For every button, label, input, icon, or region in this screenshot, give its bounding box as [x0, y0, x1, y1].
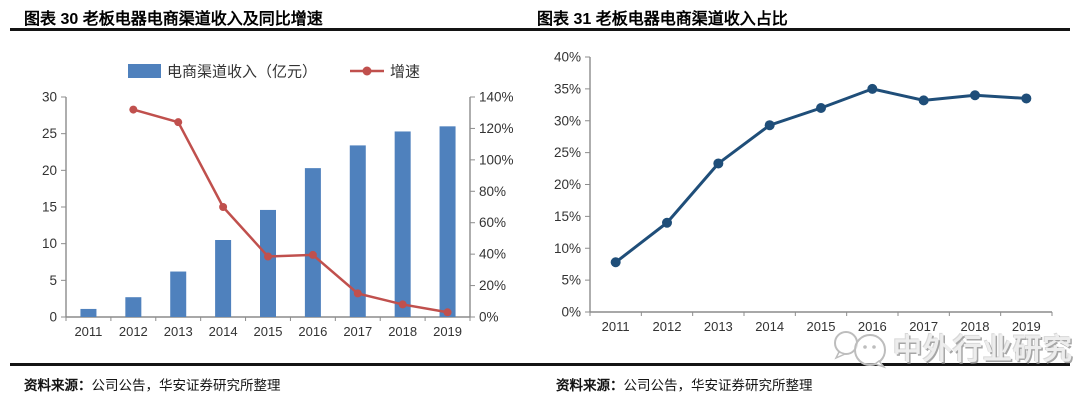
y-tick-label: 25% [554, 145, 581, 160]
left-y-tick-label: 5 [49, 273, 57, 288]
right-y-tick-label: 120% [479, 121, 514, 136]
growth-point-2019 [443, 308, 452, 317]
bar-2016 [304, 168, 321, 317]
top-divider [10, 28, 1070, 31]
share-point-2015 [816, 103, 826, 113]
x-tick-label: 2012 [653, 319, 682, 334]
bottom-divider [10, 363, 1070, 366]
left-y-tick-label: 30 [42, 90, 57, 105]
growth-point-2015 [264, 252, 272, 261]
x-tick-label: 2015 [807, 319, 836, 334]
share-point-2016 [867, 83, 878, 94]
x-tick-label: 2013 [704, 319, 733, 334]
figure-30-title: 图表 30 老板电器电商渠道收入及同比增速 [24, 11, 323, 28]
bar-2011 [80, 308, 97, 317]
share-point-2014 [764, 120, 775, 131]
legend-line-marker [362, 66, 372, 76]
y-tick-label: 20% [554, 177, 581, 192]
share-point-2012 [662, 217, 672, 228]
y-tick-label: 5% [561, 273, 581, 288]
growth-point-2014 [219, 203, 228, 211]
left-y-tick-label: 10 [42, 236, 57, 251]
watermark: 中外行业研究 [831, 323, 1073, 371]
legend-line-label: 增速 [390, 64, 420, 81]
growth-point-2016 [308, 250, 317, 259]
y-tick-label: 0% [561, 305, 581, 320]
share-point-2011 [610, 257, 621, 268]
growth-point-2017 [353, 289, 362, 298]
share-point-2019 [1021, 93, 1032, 104]
source-label: 资料来源： [24, 378, 92, 393]
share-line [614, 87, 1027, 264]
x-tick-label: 2011 [602, 319, 630, 334]
x-tick-label: 2013 [164, 324, 193, 339]
revenue-growth-combo-chart: 0 5 10 15 20 25 30 0% 20% 40% 60% 80% 100% 120% 140% 20… [42, 64, 514, 340]
x-tick-label: 2011 [74, 324, 102, 339]
bar-2018 [394, 131, 411, 317]
right-y-tick-label: 20% [479, 278, 506, 293]
growth-point-2018 [398, 300, 407, 309]
x-tick-label: 2016 [858, 319, 887, 334]
source-note-left: 资料来源：公司公告，华安证券研究所整理 [24, 374, 281, 394]
x-tick-label: 2014 [209, 324, 238, 339]
growth-point-2013 [174, 118, 183, 127]
y-tick-label: 35% [554, 81, 581, 96]
revenue-share-line-chart: 0% 5% 10% 15% 20% 25% 30% 35% 40% 2011 2012 2013 201… [554, 50, 1053, 334]
right-y-tick-label: 80% [479, 184, 506, 199]
x-tick-label: 2019 [433, 324, 462, 339]
x-tick-label: 2017 [909, 319, 938, 334]
x-tick-label: 2017 [343, 324, 372, 339]
legend-bar-label: 电商渠道收入（亿元） [167, 64, 317, 81]
share-point-2018 [970, 90, 980, 101]
y-tick-label: 40% [554, 50, 581, 65]
x-tick-label: 2018 [961, 319, 990, 334]
source-text: 公司公告，华安证券研究所整理 [91, 378, 281, 393]
figure-31-title: 图表 31 老板电器电商渠道收入占比 [537, 11, 788, 28]
right-y-tick-label: 100% [479, 152, 514, 167]
x-tick-label: 2019 [1012, 319, 1041, 334]
bar-2014 [215, 240, 232, 317]
y-tick-label: 15% [554, 209, 581, 224]
source-note-right: 资料来源：公司公告，华安证券研究所整理 [556, 374, 813, 394]
source-label: 资料来源： [556, 378, 624, 393]
x-tick-label: 2012 [119, 324, 148, 339]
share-point-2017 [918, 95, 929, 106]
left-y-tick-label: 20 [42, 163, 57, 178]
growth-line [132, 108, 448, 314]
legend-bar-swatch [128, 64, 161, 78]
growth-point-2012 [129, 105, 138, 114]
bar-2013 [170, 271, 187, 317]
source-text: 公司公告，华安证券研究所整理 [623, 378, 813, 393]
y-tick-label: 10% [554, 241, 581, 256]
right-y-tick-label: 40% [479, 247, 506, 262]
right-y-tick-label: 140% [479, 90, 514, 105]
bar-2019 [439, 126, 456, 317]
x-tick-label: 2016 [298, 324, 327, 339]
watermark-text: 中外行业研究 [893, 334, 1074, 366]
y-tick-label: 30% [554, 113, 581, 128]
x-tick-label: 2018 [388, 324, 417, 339]
chat-bubbles-icon [834, 331, 887, 369]
x-tick-label: 2015 [254, 324, 283, 339]
right-y-tick-label: 60% [479, 215, 506, 230]
share-point-2013 [713, 158, 724, 169]
left-y-tick-label: 25 [42, 126, 57, 141]
bar-2015 [260, 209, 276, 317]
left-y-tick-label: 15 [42, 200, 57, 215]
x-tick-label: 2014 [755, 319, 784, 334]
left-y-tick-label: 0 [49, 310, 57, 325]
right-y-tick-label: 0% [479, 310, 499, 325]
bar-2012 [125, 297, 142, 317]
bar-2017 [349, 145, 366, 317]
